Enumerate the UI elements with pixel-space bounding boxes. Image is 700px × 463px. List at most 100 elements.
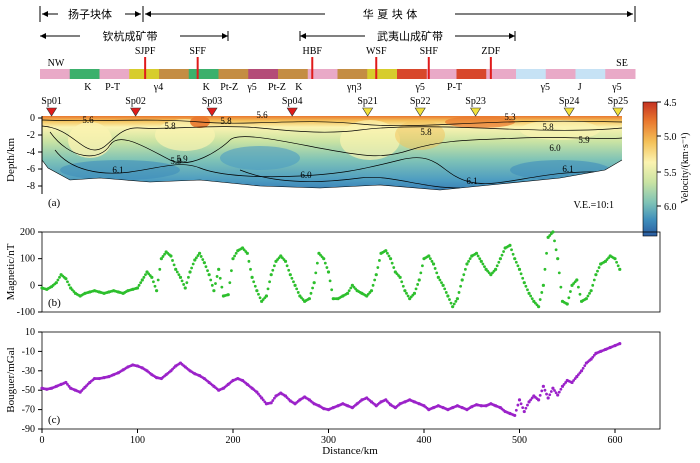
data-point xyxy=(433,267,437,270)
data-point xyxy=(387,254,391,258)
data-point xyxy=(228,281,232,285)
fault-label: SJPF xyxy=(135,46,156,57)
panel-b: 200 100 0 -100 Magnetic/nT (b) xyxy=(5,227,661,318)
data-point xyxy=(346,291,350,295)
contour-label: 5.8 xyxy=(420,127,432,137)
data-point xyxy=(405,291,408,295)
data-point xyxy=(556,257,560,261)
data-point xyxy=(196,254,200,257)
data-point xyxy=(551,230,555,234)
strata-segment xyxy=(545,69,576,79)
distance-axis-label: Distance/km xyxy=(322,445,378,457)
magnetic-tick-label: 200 xyxy=(20,227,35,238)
data-point xyxy=(592,278,596,282)
data-point xyxy=(233,254,236,258)
data-point xyxy=(554,391,558,395)
contour-label: 5.6 xyxy=(256,110,268,120)
data-point xyxy=(557,390,561,394)
data-point xyxy=(245,251,249,255)
data-point xyxy=(204,265,208,269)
data-point xyxy=(414,287,418,291)
data-point xyxy=(209,278,213,282)
data-point xyxy=(349,286,353,290)
strata-segment xyxy=(426,69,457,79)
colorbar-tick-label: 5.5 xyxy=(664,168,677,179)
data-point xyxy=(264,294,269,298)
data-point xyxy=(293,283,297,287)
station-marker xyxy=(414,107,426,117)
data-point xyxy=(150,275,154,279)
data-point xyxy=(214,282,217,285)
data-point xyxy=(403,289,407,293)
data-point xyxy=(618,342,622,346)
cathaysia-block-label: 华 夏 块 体 xyxy=(363,7,418,21)
depth-tick-label: -6 xyxy=(27,164,35,175)
colorbar-tick-label: 6.0 xyxy=(664,202,677,213)
geology-unit-label: Pt-Z xyxy=(268,82,286,93)
data-point xyxy=(526,403,529,407)
data-point xyxy=(589,289,593,293)
data-point xyxy=(322,257,326,261)
contour-label: 6.0 xyxy=(300,170,312,180)
data-point xyxy=(543,388,547,392)
data-point xyxy=(155,289,159,293)
data-point xyxy=(519,402,523,406)
data-point xyxy=(139,281,143,285)
data-point xyxy=(596,269,599,273)
data-point xyxy=(516,403,520,407)
geology-unit-label: γη3 xyxy=(346,82,362,93)
data-point xyxy=(454,299,458,303)
panel-a-label: (a) xyxy=(48,197,61,209)
data-point xyxy=(541,384,545,388)
data-point xyxy=(615,260,618,264)
data-point xyxy=(206,269,209,273)
data-point xyxy=(441,283,445,287)
data-point xyxy=(521,276,525,280)
depth-tick-label: -2 xyxy=(27,130,35,141)
data-point xyxy=(581,366,585,370)
strata-segment xyxy=(99,69,130,79)
data-point xyxy=(583,364,587,368)
data-point xyxy=(258,296,262,300)
bouguer-tick-label: -30 xyxy=(22,366,35,377)
data-point xyxy=(455,297,460,301)
data-point xyxy=(428,257,432,261)
distance-tick-label: 300 xyxy=(321,435,336,446)
contour-label: 6.0 xyxy=(549,143,561,153)
bouguer-tick-label: -50 xyxy=(22,385,35,396)
colorbar-tick-label: 4.5 xyxy=(664,98,677,109)
data-point xyxy=(436,275,440,279)
data-point xyxy=(524,406,528,410)
data-point xyxy=(185,281,189,285)
data-point xyxy=(530,297,534,301)
data-point xyxy=(526,288,529,292)
station-marker xyxy=(362,107,374,117)
data-point xyxy=(584,297,588,301)
data-point xyxy=(591,283,595,287)
data-point xyxy=(483,265,486,269)
data-point xyxy=(201,258,205,261)
geology-unit-label: γ5 xyxy=(611,82,621,93)
data-point xyxy=(438,278,442,282)
data-point xyxy=(591,355,595,359)
velocity-field xyxy=(42,116,622,190)
data-point xyxy=(481,262,485,266)
distance-tick-label: 200 xyxy=(226,435,241,446)
station-marker xyxy=(563,107,575,117)
data-point xyxy=(287,268,291,272)
data-point xyxy=(182,283,186,286)
panel-c: 10 -10 -30 -50 -70 -90 Bouguer/mGal (c) 0 100 2… xyxy=(5,327,661,457)
distance-tick-label: 500 xyxy=(512,435,527,446)
magnetic-tick-label: -100 xyxy=(17,307,35,318)
data-point xyxy=(510,248,513,252)
station-label: Sp22 xyxy=(410,96,431,107)
data-point xyxy=(183,286,187,290)
data-point xyxy=(514,260,518,264)
data-point xyxy=(548,393,552,397)
bouguer-tick-label: -10 xyxy=(22,346,35,357)
bouguer-tick-label: -90 xyxy=(22,424,35,435)
data-point xyxy=(537,398,541,402)
data-point xyxy=(427,254,431,258)
colorbar-title: Velocity/(km·s⁻¹) xyxy=(680,132,691,203)
